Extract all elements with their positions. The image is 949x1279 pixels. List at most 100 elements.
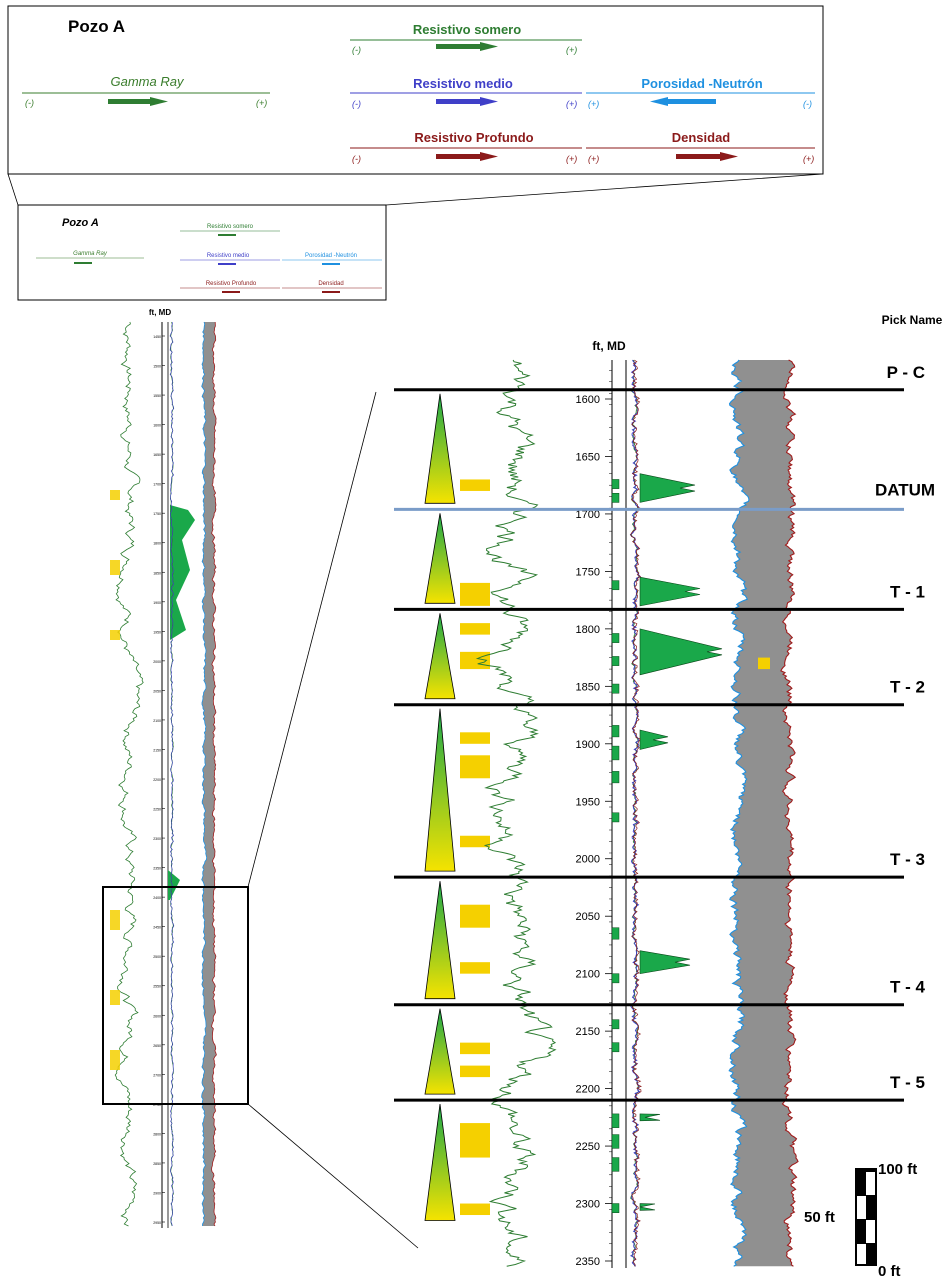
well-name-small: Pozo A <box>62 217 99 229</box>
overview-depth-tick-label: 1800 <box>153 542 161 546</box>
pick-label: T - 1 <box>890 582 925 601</box>
overview-depth-tick-label: 2700 <box>153 1073 161 1077</box>
detail-sand-fill <box>460 755 490 779</box>
header-zoom-connector-right <box>385 173 824 206</box>
detail-neutron-curve <box>728 359 750 1267</box>
overview-gamma-track <box>110 321 144 1227</box>
overview-depth-tick-label: 1900 <box>153 601 161 605</box>
sequence-triangle <box>424 393 456 504</box>
overview-depth-tick-label: 1700 <box>153 483 161 487</box>
sequence-triangle <box>424 881 456 1000</box>
detail-res-fill <box>639 729 669 750</box>
overview-depth-tick-label: 2450 <box>153 926 161 930</box>
scale-bar-mid-label: 50 ft <box>804 1209 835 1226</box>
detail-res-flag <box>611 492 620 503</box>
detail-sand-fill <box>460 732 490 744</box>
overview-gamma-curve <box>114 321 144 1227</box>
detail-depth-tick-label: 1750 <box>576 566 600 578</box>
detail-depth-tick-label: 2250 <box>576 1141 600 1153</box>
detail-res-fill <box>639 473 696 503</box>
res-profundo-label: Resistivo Profundo <box>414 130 533 145</box>
detail-depth-tick-label: 1600 <box>576 394 600 406</box>
detail-depth-tick-label: 1850 <box>576 681 600 693</box>
detail-zoom-connector-top <box>247 391 377 888</box>
detail-res-flag <box>611 745 620 761</box>
overview-depth-tick-label: 2300 <box>153 837 161 841</box>
scale-bar-segment-4 <box>857 1244 866 1264</box>
overview-depth-track: 1450 1500 1550 1600 1650 1700 1750 1800 1850 1900… <box>153 322 165 1228</box>
pick-label: T - 2 <box>890 678 925 697</box>
detail-depth-tick-label: 2000 <box>576 854 600 866</box>
scale-bar-segment-1 <box>866 1172 875 1195</box>
gamma-ray-arrow-icon <box>108 97 168 106</box>
overview-depth-tick-label: 2100 <box>153 719 161 723</box>
overview-depth-tick-label: 1550 <box>153 394 161 398</box>
header-legend-large: Pozo A Gamma Ray (-) (+) Resistivo somer… <box>7 5 824 175</box>
porosidad-min: (+) <box>588 99 599 109</box>
gamma-ray-label-small: Gamma Ray <box>73 251 108 257</box>
res-profundo-arrow-icon <box>436 152 498 161</box>
overview-density-curve <box>211 321 217 1227</box>
gamma-ray-min: (-) <box>25 98 34 108</box>
res-profundo-max: (+) <box>566 154 577 164</box>
detail-depth-tick-label: 2100 <box>576 969 600 981</box>
overview-depth-tick-label: 2900 <box>153 1191 161 1195</box>
detail-zoom-connector-bottom <box>247 1103 419 1249</box>
detail-depth-tick-label: 2200 <box>576 1084 600 1096</box>
overview-depth-tick-label: 2050 <box>153 689 161 693</box>
header-legend-small: Pozo A Resistivo somero Gamma Ray Resist… <box>17 204 387 301</box>
res-medio-label: Resistivo medio <box>413 76 513 91</box>
res-somero-label: Resistivo somero <box>413 22 521 37</box>
detail-res-fill <box>639 1203 656 1211</box>
overview-depth-tick-label: 2650 <box>153 1044 161 1048</box>
detail-density-fill <box>729 360 798 1267</box>
res-somero-arrow-small-icon <box>218 234 236 236</box>
detail-depth-tick-label: 2300 <box>576 1199 600 1211</box>
overview-res-fill <box>170 505 195 640</box>
res-somero-arrow-icon <box>436 42 498 51</box>
overview-depth-tick-label: 2150 <box>153 748 161 752</box>
scale-bar-bottom-label: 0 ft <box>878 1263 901 1279</box>
pick-label: P - C <box>887 363 925 382</box>
header-zoom-connector-left <box>7 173 19 206</box>
detail-res-flag <box>611 1203 620 1213</box>
detail-depth-tick-label: 1700 <box>576 509 600 521</box>
res-profundo-min: (-) <box>352 154 361 164</box>
pick-label: T - 3 <box>890 850 925 869</box>
overview-depth-tick-label: 1450 <box>153 335 161 339</box>
res-medio-label-small: Resistivo medio <box>207 253 250 259</box>
sequence-triangle <box>424 1008 456 1095</box>
well-name: Pozo A <box>68 17 125 36</box>
overview-resistivity-track <box>167 321 195 1228</box>
porosidad-arrow-icon <box>650 97 716 106</box>
overview-depth-tick-label: 2200 <box>153 778 161 782</box>
res-medio-min: (-) <box>352 99 361 109</box>
densidad-arrow-small-icon <box>322 291 340 293</box>
detail-res-flag <box>611 1113 620 1128</box>
scale-bar-segment-3 <box>866 1220 875 1243</box>
res-medio-arrow-icon <box>436 97 498 106</box>
overview-depth-tick-label: 2500 <box>153 955 161 959</box>
detail-res-flag <box>611 725 620 738</box>
overview-depth-tick-label: 1600 <box>153 424 161 428</box>
overview-depth-tick-label: 2400 <box>153 896 161 900</box>
overview-log: ft, MD 145015001550160016501700175018001… <box>102 308 249 1228</box>
detail-res-flag <box>611 656 620 666</box>
overview-density-fill <box>201 322 217 1226</box>
header-legend-box <box>7 5 824 175</box>
detail-sand-fill <box>460 582 490 606</box>
detail-res-fill <box>639 576 701 607</box>
detail-depth-tick-label: 2150 <box>576 1026 600 1038</box>
header-legend-small-box <box>17 204 387 301</box>
detail-res-flag <box>611 1157 620 1172</box>
detail-sand-fill <box>460 1203 490 1216</box>
sequence-triangle <box>424 1104 456 1221</box>
res-somero-label-small: Resistivo somero <box>207 224 254 230</box>
scale-bar-segment-2 <box>857 1196 866 1219</box>
overview-depth-tick-label: 1650 <box>153 453 161 457</box>
detail-sequence-triangles <box>424 393 456 1221</box>
detail-res-deep-curve <box>630 359 642 1267</box>
detail-depth-tick-label: 1650 <box>576 451 600 463</box>
overview-depth-tick-label: 1750 <box>153 512 161 516</box>
